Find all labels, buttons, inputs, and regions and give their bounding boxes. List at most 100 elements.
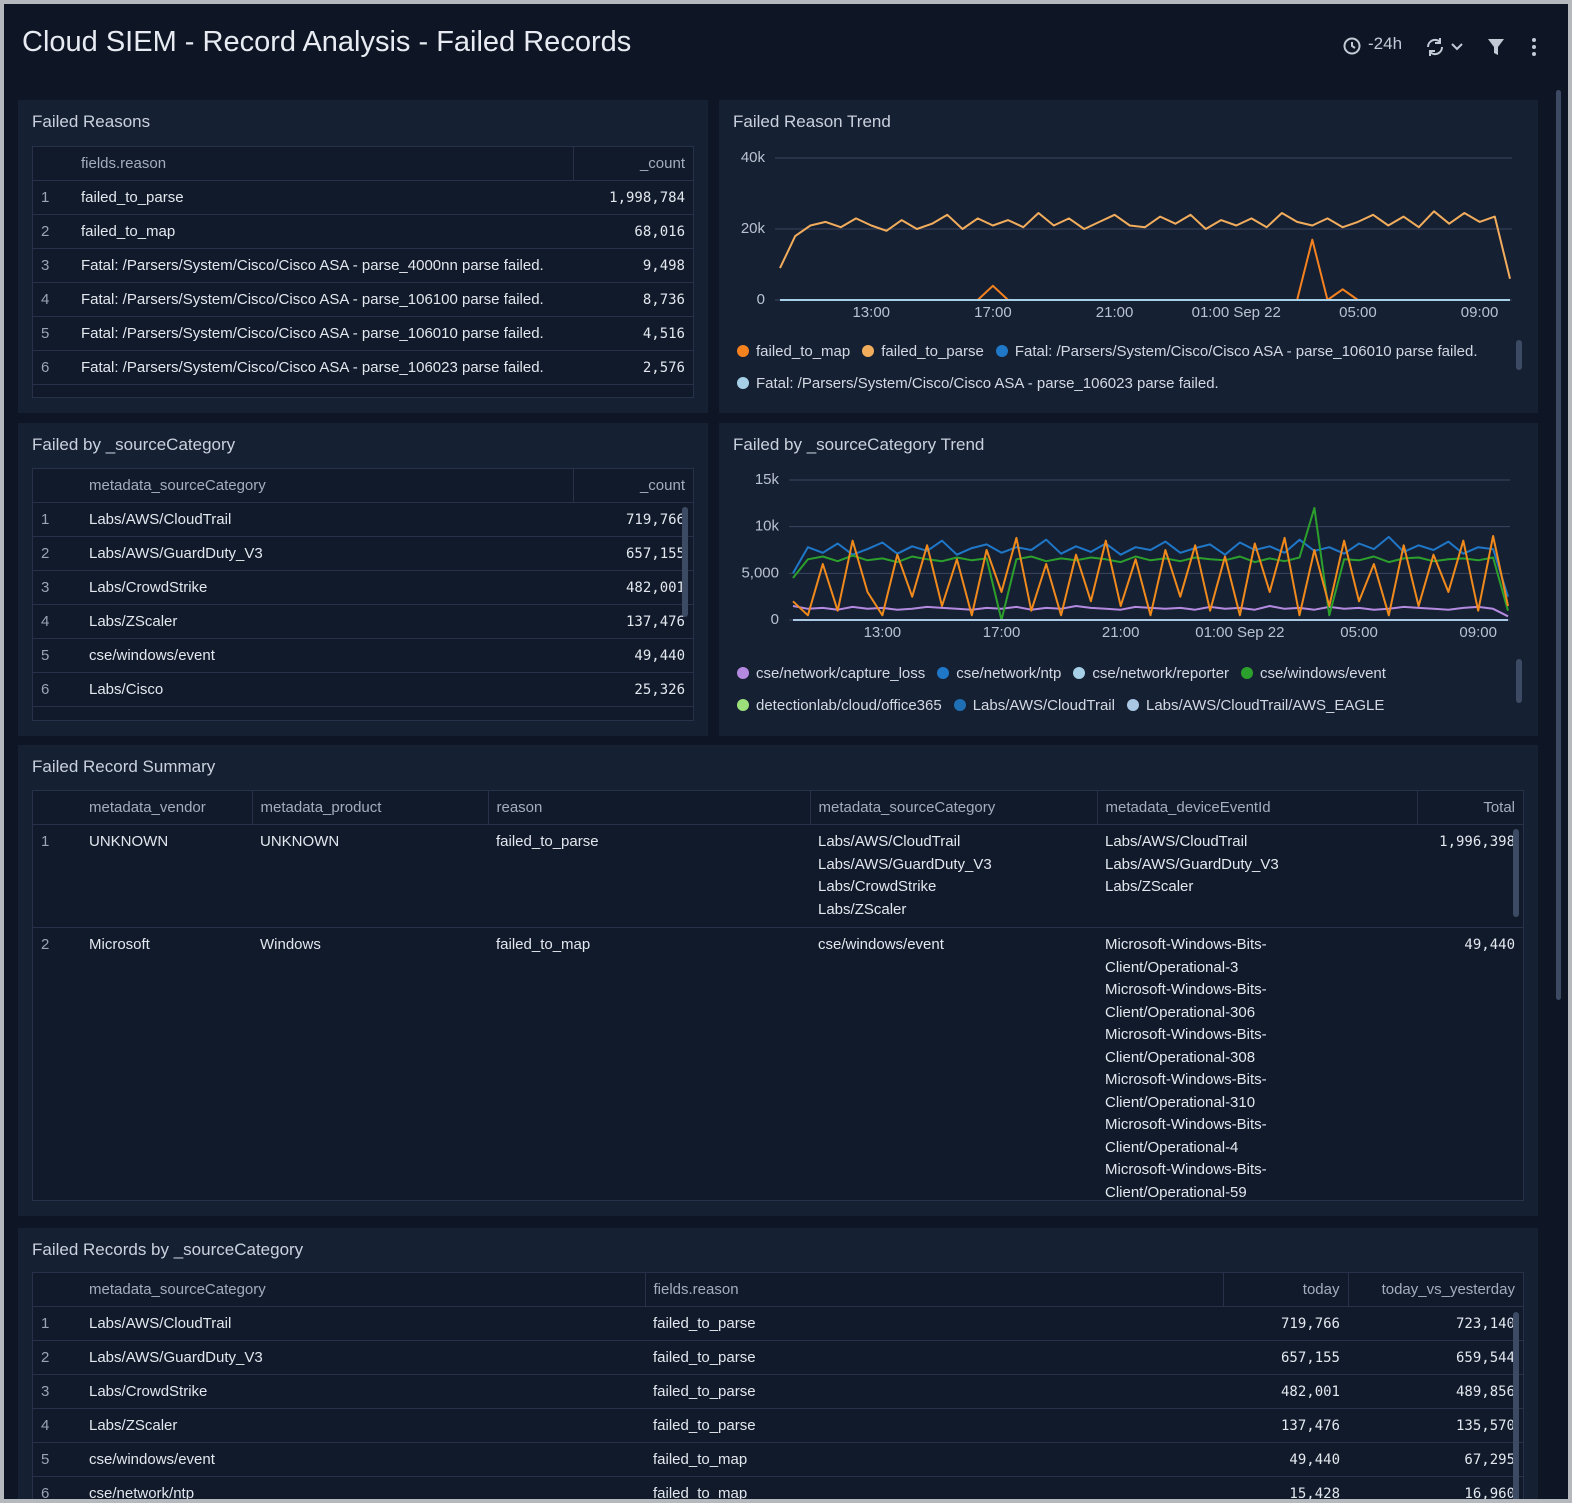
cell-line: Microsoft-Windows-Bits- [1105,1116,1267,1133]
legend-swatch [737,667,749,679]
header-cell: metadata_deviceEventId [1097,791,1418,825]
cell-line: cse/windows/event [818,936,944,953]
table-cell: Labs/AWS/CloudTrail [81,1306,645,1341]
table-cell: 657,155 [1223,1340,1348,1375]
table-cell: Labs/ZScaler [81,604,573,639]
y-tick-label: 0 [757,291,765,308]
table-scrollbar[interactable] [1513,1312,1519,1499]
x-tick-label: 17:00 [974,304,1012,321]
table-row: 4 Labs/ZScaler 137,476 [33,604,693,639]
legend-item[interactable]: detectionlab/cloud/office365 [737,689,942,721]
table-row: 1 Labs/AWS/CloudTrail failed_to_parse 719,7… [33,1306,1523,1341]
legend-scrollbar[interactable] [1516,659,1522,703]
table-cell: 723,140 [1348,1306,1523,1341]
legend: failed_to_map failed_to_parse Fatal: /Pars… [737,335,1507,399]
time-range[interactable]: -24h [1368,34,1403,53]
y-tick-label: 20k [741,220,766,237]
header-cell: Total [1417,791,1523,825]
table-cell: failed_to_parse [488,824,810,928]
filter-icon[interactable] [1486,36,1506,58]
table-cell: Fatal: /Parsers/System/Cisco/Cisco ASA -… [73,316,573,351]
table: metadata_sourceCategory _count 1 Labs/AWS/C… [32,468,694,721]
header-cell [33,469,81,503]
x-tick-label: 05:00 [1340,624,1378,641]
table-cell: UNKNOWN [81,824,252,928]
series-line [779,210,1511,279]
legend-scrollbar[interactable] [1516,340,1522,370]
x-tick-label: 13:00 [864,624,902,641]
table-cell: Windows [252,927,488,1200]
legend-label: Fatal: /Parsers/System/Cisco/Cisco ASA -… [1014,342,1478,360]
dashboard: Cloud SIEM - Record Analysis - Failed Re… [4,4,1568,1499]
header-cell: fields.reason [73,147,574,181]
table-cell: 2 [33,1340,81,1375]
table-cell: Microsoft [81,927,252,1200]
cell-line: Labs/AWS/CloudTrail [1105,833,1248,850]
table-row: 6 Labs/Cisco 25,326 [33,672,693,707]
data-table: metadata_sourceCategory fields.reason toda… [33,1273,1523,1499]
table-row: 1 failed_to_parse 1,998,784 [33,180,693,215]
panel-title: Failed Record Summary [32,757,216,776]
legend-label: cse/network/ntp [956,664,1062,682]
refresh-icon[interactable] [1424,36,1466,58]
series-line [792,507,1509,621]
table-row: 1 Labs/AWS/CloudTrail 719,766 [33,502,693,537]
table-cell: 2,576 [573,350,693,385]
table-cell: 49,440 [1417,927,1523,1200]
table-cell: 137,476 [1223,1408,1348,1443]
cell-line: Labs/AWS/CloudTrail [818,833,961,850]
legend-item[interactable]: Labs/AWS/CloudTrail [953,689,1115,721]
cell-line: Microsoft-Windows-Bits- [1105,936,1267,953]
legend-swatch [737,345,749,357]
legend-item[interactable]: Labs/AWS/CloudTrail/AWS_EAGLE [1126,689,1384,721]
table-cell: 1 [33,824,81,928]
table-cell: 49,440 [573,638,693,673]
table-cell: 49,440 [1223,1442,1348,1477]
legend: cse/network/capture_loss cse/network/ntp c… [737,657,1517,721]
table-row: 5 Fatal: /Parsers/System/Cisco/Cisco ASA … [33,316,693,351]
legend-swatch [862,345,875,357]
cell-line: Labs/ZScaler [818,900,907,918]
legend-item[interactable]: cse/windows/event [1241,657,1386,689]
chart: 0 5,000 10k 15k 13:00 17:00 21:00 01:00 Sep 22 0… [741,471,1510,641]
data-table: fields.reason _count 1 failed_to_parse 1,998… [33,147,693,385]
table-row: 2 failed_to_map 68,016 [33,214,693,249]
legend-item[interactable]: cse/network/reporter [1073,657,1229,689]
page-scrollbar[interactable] [1556,90,1561,1000]
legend-swatch [937,667,950,679]
table-cell: 482,001 [1223,1374,1348,1409]
table-cell: 2 [33,214,73,249]
header-cell [33,1273,81,1307]
cell-line: Labs/AWS/GuardDuty_V3 [818,855,992,873]
table-cell: Labs/CrowdStrike [81,1374,645,1409]
x-tick-label: 01:00 Sep 22 [1192,304,1281,321]
header-cell: today_vs_yesterday [1348,1273,1523,1307]
table-cell: 8,736 [573,282,693,317]
table-cell: cse/network/ntp [81,1476,645,1499]
table-cell: failed_to_parse [645,1374,1223,1409]
table-scrollbar[interactable] [682,507,688,617]
clock-icon[interactable] [1342,36,1362,56]
panel: Failed Reason Trend 0 20k 40k 13:00 17:00 21:… [719,100,1538,413]
table-cell: failed_to_parse [73,180,573,215]
menu-icon[interactable] [1530,36,1538,58]
table-cell: failed_to_map [645,1442,1223,1477]
table: metadata_sourceCategory fields.reason toda… [32,1272,1524,1499]
legend-item[interactable]: cse/network/ntp [937,657,1061,689]
legend-item[interactable]: cse/network/capture_loss [737,657,925,689]
legend-item[interactable]: Fatal: /Parsers/System/Cisco/Cisco ASA -… [737,367,1219,399]
data-table: metadata_vendor metadata_product reason met… [33,791,1523,1200]
table-row: 6 cse/network/ntp failed_to_map 15,428 16,96… [33,1476,1523,1499]
table-cell: 4 [33,604,81,639]
table-cell: 4,516 [573,316,693,351]
table-scrollbar[interactable] [1513,829,1519,917]
legend-item[interactable]: failed_to_map [737,335,850,367]
x-tick-label: 09:00 [1459,624,1497,641]
table-cell: Fatal: /Parsers/System/Cisco/Cisco ASA -… [73,282,573,317]
table-cell: 1 [33,180,73,215]
cell-line: Microsoft-Windows-Bits- [1105,981,1267,998]
legend-item[interactable]: failed_to_parse [862,335,984,367]
table-cell: failed_to_map [488,927,810,1200]
legend-item[interactable]: Fatal: /Parsers/System/Cisco/Cisco ASA -… [995,335,1478,367]
